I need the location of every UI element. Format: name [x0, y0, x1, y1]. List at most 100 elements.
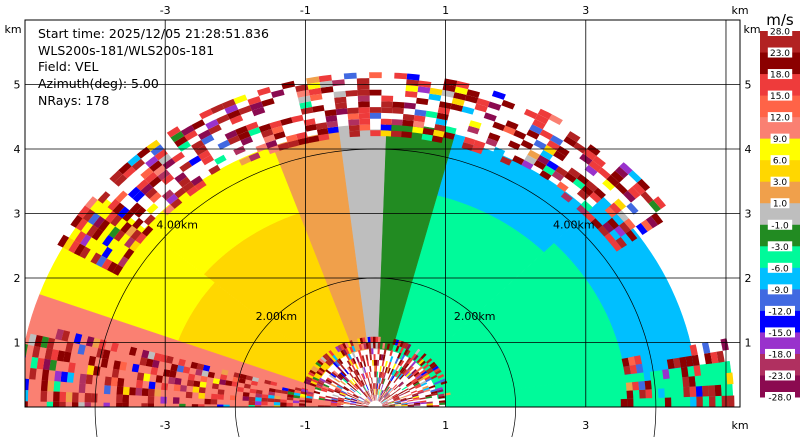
noise-cell — [344, 376, 350, 382]
noise-cell — [379, 389, 383, 396]
noise-cell — [614, 225, 626, 237]
noise-cell — [73, 243, 86, 256]
noise-cell — [90, 252, 102, 265]
noise-cell — [350, 400, 357, 403]
noise-cell — [505, 120, 519, 130]
noise-cell — [380, 398, 386, 403]
noise-cell — [127, 154, 141, 167]
noise-cell — [377, 389, 380, 395]
noise-cell — [430, 388, 437, 393]
noise-cell — [318, 133, 330, 142]
noise-cell — [393, 377, 399, 383]
noise-cell — [153, 164, 167, 177]
noise-cell — [273, 402, 281, 406]
noise-cell — [313, 390, 321, 395]
y-tick-label-left: 1 — [14, 337, 21, 350]
noise-cell — [373, 342, 376, 349]
y-unit-label: km — [4, 23, 21, 36]
noise-cell — [380, 124, 392, 131]
noise-cell — [417, 389, 424, 393]
noise-cell — [709, 396, 716, 407]
noise-cell — [140, 183, 154, 195]
noise-cell — [635, 223, 648, 235]
noise-cell — [109, 170, 123, 183]
noise-cell — [432, 365, 439, 371]
noise-cell — [341, 370, 347, 377]
noise-cell — [353, 384, 359, 390]
noise-cell — [380, 398, 386, 403]
noise-cell — [358, 107, 370, 114]
info-box: Start time: 2025/12/05 21:28:51.836 WLS2… — [38, 26, 269, 108]
noise-cell — [358, 388, 364, 394]
noise-cell — [260, 128, 274, 138]
noise-cell — [382, 342, 386, 349]
noise-cell — [332, 394, 339, 398]
noise-cell — [726, 372, 734, 385]
noise-cell — [28, 333, 37, 346]
noise-cell — [379, 377, 382, 384]
colorbar-segment — [760, 31, 800, 54]
noise-cell — [100, 358, 109, 368]
noise-cell — [198, 149, 211, 161]
noise-cell — [430, 363, 438, 370]
noise-cell — [310, 367, 318, 373]
noise-cell — [55, 328, 64, 341]
noise-cell — [382, 391, 386, 397]
noise-cell — [40, 390, 48, 402]
noise-cell — [53, 381, 61, 392]
noise-cell — [318, 74, 332, 83]
noise-cell — [720, 338, 729, 351]
noise-cell — [412, 395, 419, 399]
noise-cell — [78, 383, 86, 393]
noise-cell — [365, 398, 371, 403]
noise-cell — [261, 98, 275, 107]
noise-cell — [419, 380, 427, 385]
colorbar-segment — [760, 95, 800, 118]
noise-cell — [68, 362, 76, 373]
x-tick-label-bottom: 3 — [582, 419, 589, 432]
noise-cell — [371, 359, 374, 366]
noise-cell — [415, 374, 422, 380]
noise-cell — [336, 385, 343, 390]
noise-cell — [349, 346, 354, 353]
noise-cell — [117, 256, 129, 268]
noise-cell — [356, 400, 363, 404]
noise-cell — [214, 154, 227, 165]
noise-cell — [556, 145, 570, 157]
noise-cell — [417, 86, 431, 94]
noise-cell — [343, 399, 351, 402]
noise-cell — [708, 385, 716, 397]
noise-cell — [332, 354, 338, 361]
noise-cell — [190, 361, 199, 369]
noise-cell — [114, 174, 128, 187]
noise-cell — [237, 386, 244, 393]
noise-cell — [536, 154, 550, 166]
noise-cell — [416, 357, 423, 364]
colorbar-segment — [760, 224, 800, 247]
noise-cell — [320, 356, 327, 363]
noise-cell — [351, 386, 357, 391]
noise-cell — [199, 381, 207, 388]
noise-cell — [696, 396, 703, 407]
noise-cell — [369, 383, 372, 390]
noise-cell — [328, 350, 335, 357]
noise-cell — [335, 346, 341, 353]
noise-cell — [225, 380, 233, 386]
noise-cell — [258, 123, 272, 133]
noise-cell — [492, 121, 506, 131]
noise-cell — [450, 103, 464, 112]
noise-cell — [229, 395, 237, 401]
noise-cell — [417, 377, 425, 382]
noise-cell — [386, 380, 391, 386]
noise-cell — [118, 162, 132, 175]
noise-cell — [314, 386, 322, 391]
noise-cell — [339, 372, 346, 378]
noise-cell — [178, 176, 191, 188]
noise-cell — [337, 374, 344, 380]
noise-cell — [343, 401, 350, 404]
noise-cell — [255, 393, 263, 398]
noise-cell — [419, 397, 426, 400]
noise-cell — [387, 398, 393, 402]
colorbar-label: 3.0 — [773, 178, 788, 188]
noise-cell — [237, 130, 251, 141]
